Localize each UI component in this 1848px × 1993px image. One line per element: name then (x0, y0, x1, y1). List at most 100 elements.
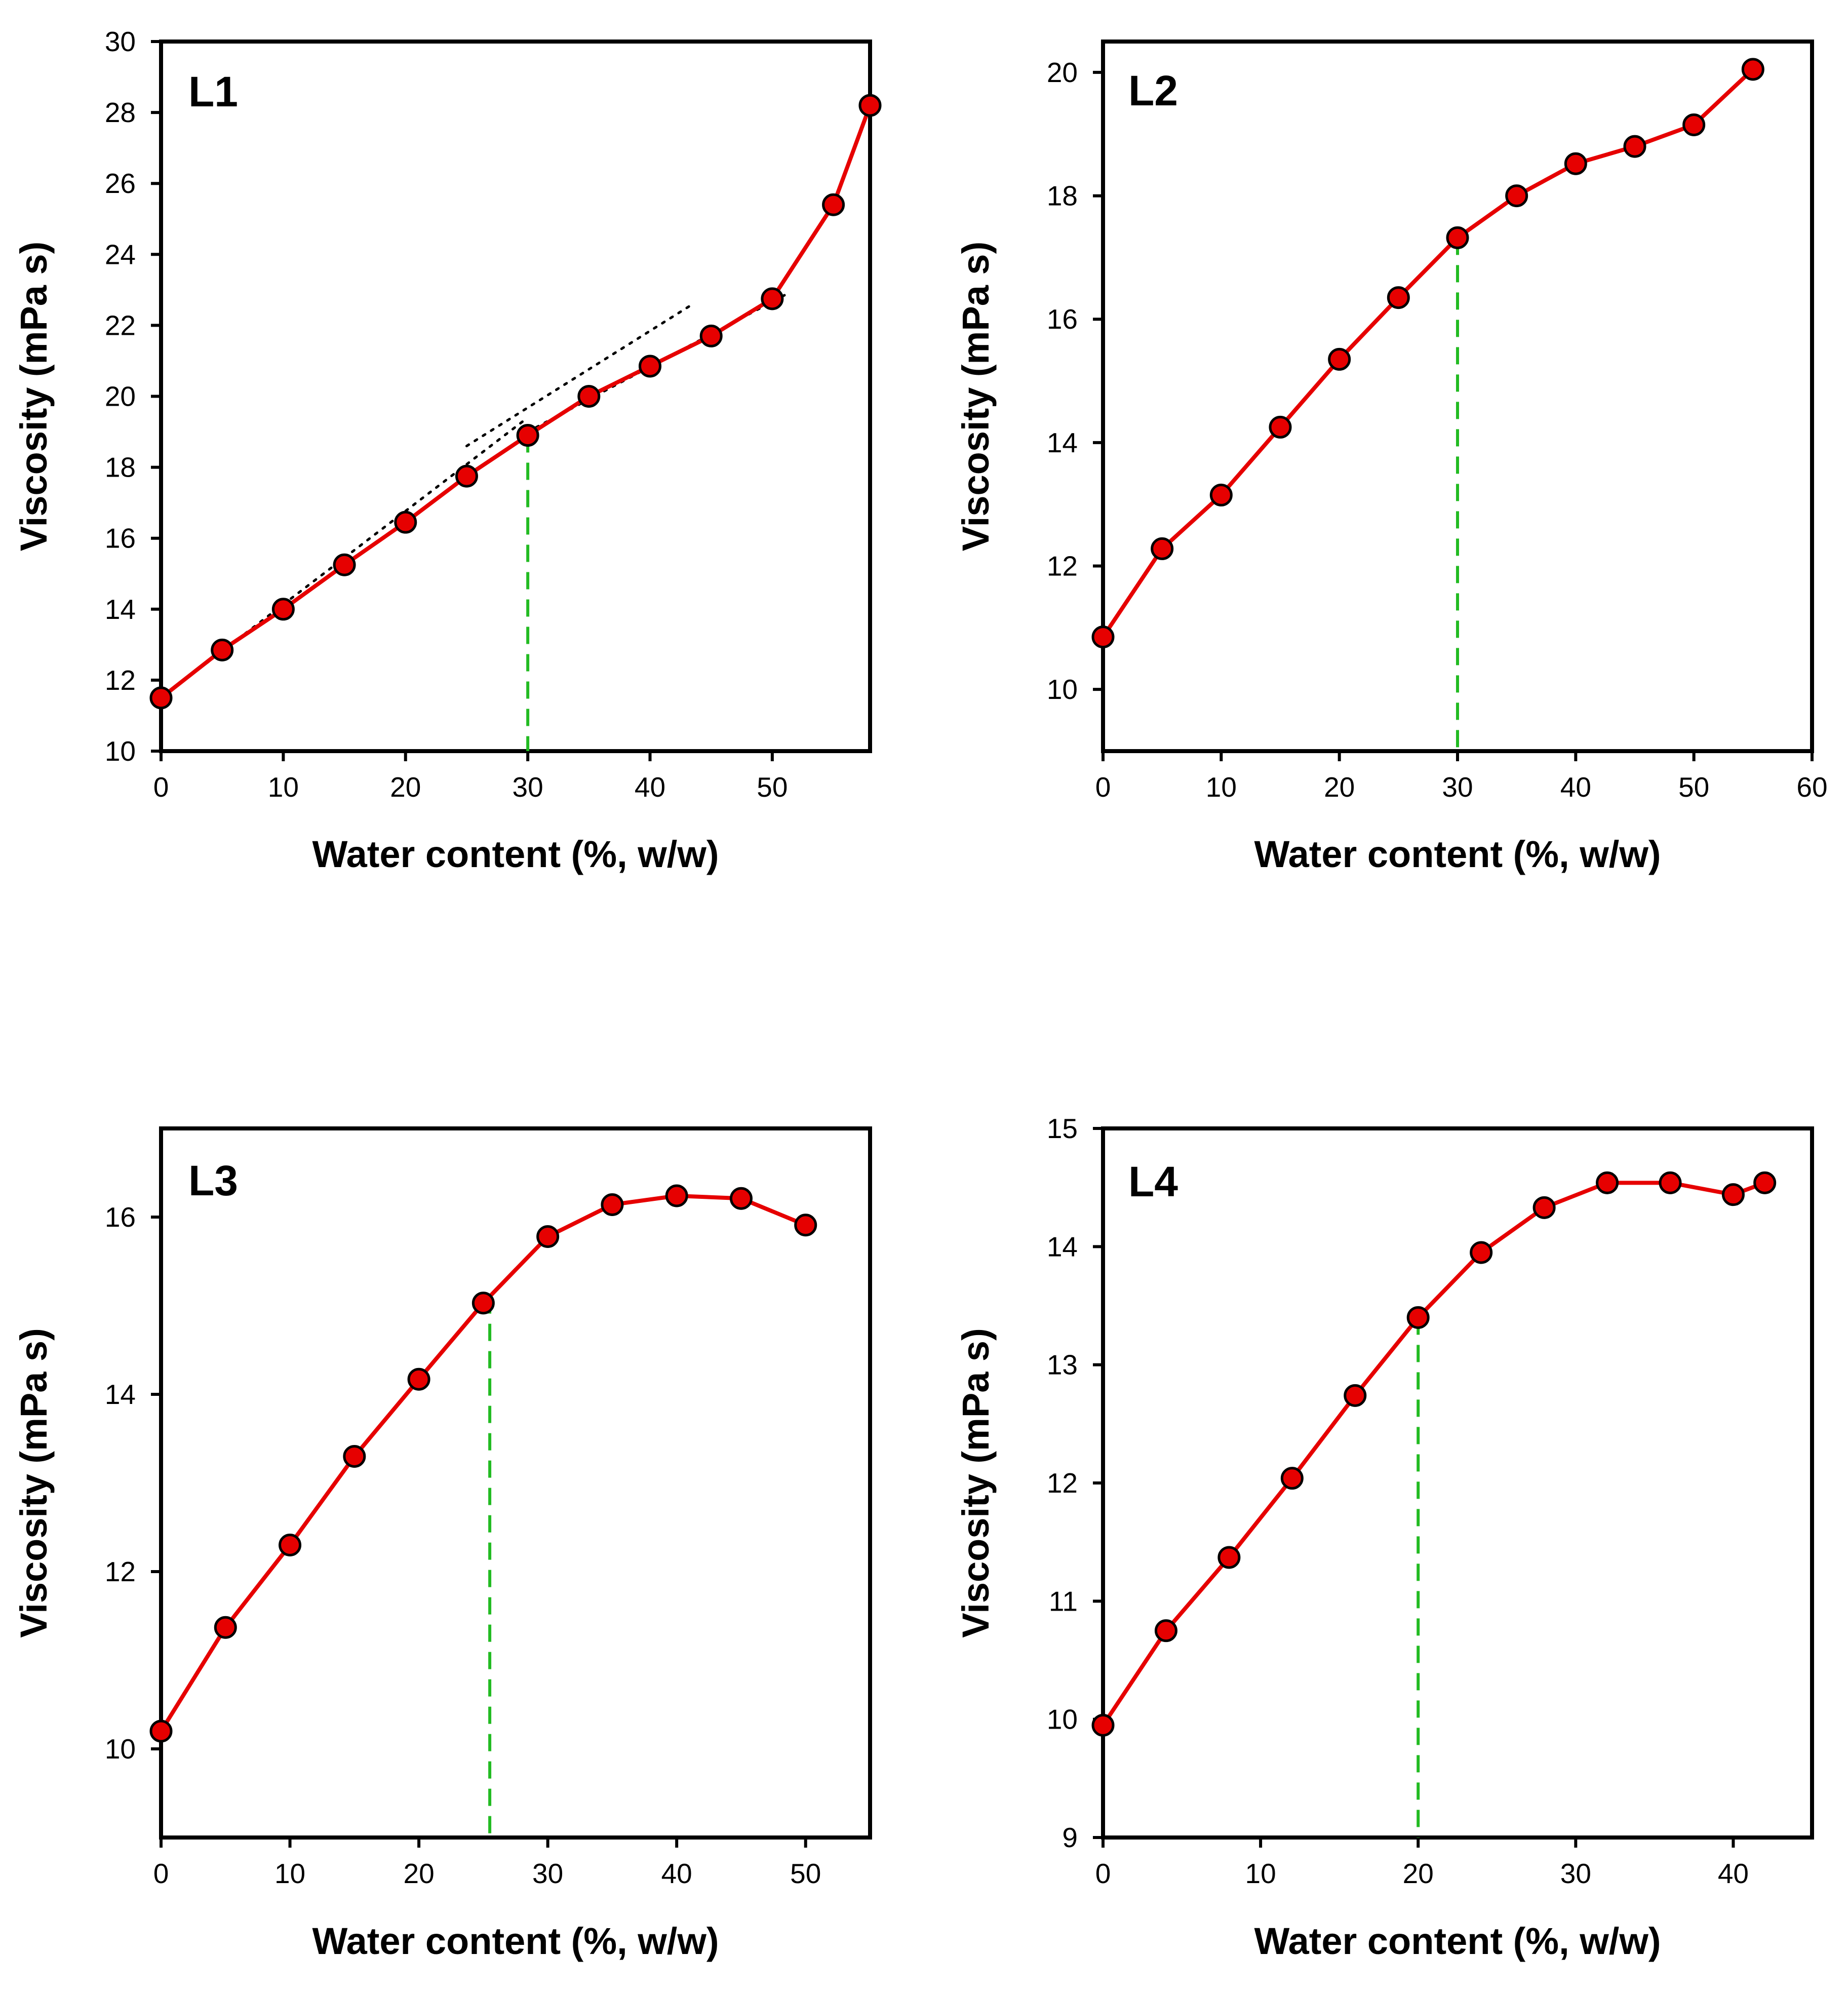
data-point (333, 553, 356, 576)
x-tick-label: 50 (790, 1858, 821, 1889)
y-axis-label: Viscosity (mPa s) (13, 242, 55, 551)
x-tick-label: 60 (1796, 771, 1827, 803)
plot-frame (1101, 1126, 1814, 1840)
y-tick-label: 18 (1047, 180, 1078, 212)
data-point (1328, 347, 1351, 371)
y-tick-label: 28 (105, 97, 136, 128)
data-point (455, 464, 478, 488)
panel-label: L4 (1128, 1158, 1178, 1205)
y-tick-label: 14 (1047, 427, 1078, 458)
data-point (699, 324, 723, 347)
y-tick-label: 16 (1047, 303, 1078, 335)
data-point (343, 1445, 366, 1468)
data-point (1091, 1713, 1115, 1737)
x-tick-label: 20 (1324, 771, 1355, 803)
series-line (160, 104, 872, 700)
data-point (1217, 1546, 1241, 1569)
y-tick-label: 26 (105, 168, 136, 199)
data-point (639, 355, 662, 378)
data-point (1154, 1619, 1177, 1643)
y-tick-label: 22 (105, 309, 136, 341)
x-tick-label: 40 (635, 771, 665, 803)
y-tick-label: 18 (105, 452, 136, 483)
series-line (1101, 1181, 1766, 1727)
y-tick-label: 10 (1047, 674, 1078, 705)
data-point (1446, 226, 1469, 249)
y-tick-label: 24 (105, 239, 136, 270)
panel-l4: 0 10 20 30 40 9 10 11 12 13 14 15 Water content (%, … (955, 1113, 1814, 1962)
panel-label: L1 (188, 68, 238, 115)
plot-frame (159, 40, 872, 753)
x-tick-label: 30 (513, 771, 543, 803)
data-point (214, 1616, 237, 1639)
data-point (536, 1225, 560, 1248)
data-point (858, 94, 882, 117)
panel-label: L2 (1128, 67, 1178, 114)
x-tick-label: 40 (661, 1858, 692, 1889)
y-tick-label: 10 (1047, 1704, 1078, 1735)
plot-frame (1101, 40, 1814, 753)
y-tick-label: 14 (1047, 1231, 1078, 1262)
x-tick-label: 10 (1245, 1858, 1276, 1889)
data-point (794, 1214, 817, 1237)
panel-label: L3 (188, 1157, 238, 1204)
data-point (761, 287, 784, 310)
x-tick-label: 30 (1442, 771, 1473, 803)
series-line (159, 1194, 807, 1733)
data-point (729, 1187, 753, 1210)
x-axis-label: Water content (%, w/w) (1254, 833, 1661, 875)
x-tick-label: 0 (153, 771, 169, 803)
x-tick-label: 10 (268, 771, 299, 803)
data-point (1470, 1241, 1493, 1264)
x-tick-label: 10 (274, 1858, 305, 1889)
data-point (1721, 1183, 1745, 1206)
data-point (1387, 286, 1410, 309)
data-point (1209, 483, 1233, 506)
data-point (471, 1292, 495, 1315)
y-tick-label: 10 (105, 735, 136, 767)
panel-l3: 0 10 20 30 40 50 10 12 14 16 Water content (%, w/w… (13, 1126, 872, 1962)
y-tick-label: 12 (105, 665, 136, 696)
x-tick-label: 40 (1560, 771, 1591, 803)
data-point (1151, 537, 1174, 560)
y-tick-label: 12 (1047, 551, 1078, 582)
panel-l2: 0 10 20 30 40 50 60 10 12 14 16 18 20 Water content (… (955, 40, 1828, 875)
data-point (394, 511, 417, 534)
x-tick-label: 30 (532, 1858, 563, 1889)
trend-line (465, 302, 694, 448)
data-point (1741, 58, 1764, 81)
y-tick-label: 16 (105, 1201, 136, 1233)
x-tick-label: 20 (1403, 1858, 1434, 1889)
data-point (407, 1367, 430, 1391)
y-tick-label: 30 (105, 26, 136, 57)
y-tick-label: 14 (105, 1379, 136, 1410)
y-tick-label: 15 (1047, 1113, 1078, 1144)
x-tick-label: 0 (1095, 1858, 1111, 1889)
data-point (1344, 1384, 1367, 1407)
x-tick-label: 10 (1206, 771, 1237, 803)
data-point (1505, 184, 1528, 208)
y-tick-label: 16 (105, 523, 136, 554)
x-tick-label: 20 (390, 771, 421, 803)
y-tick-label: 9 (1062, 1822, 1078, 1853)
data-point (279, 1534, 302, 1556)
y-axis-label: Viscosity (mPa s) (955, 242, 997, 551)
data-point (1623, 135, 1646, 158)
data-point (516, 424, 539, 447)
y-tick-label: 11 (1049, 1585, 1078, 1617)
data-point (577, 385, 601, 408)
y-axis-label: Viscosity (mPa s) (13, 1328, 55, 1637)
data-point (1269, 415, 1292, 439)
x-axis-label: Water content (%, w/w) (1254, 1920, 1661, 1962)
x-axis-label: Water content (%, w/w) (312, 1920, 719, 1962)
x-tick-label: 40 (1718, 1858, 1749, 1889)
x-tick-label: 0 (1095, 771, 1111, 803)
x-tick-label: 50 (757, 771, 788, 803)
data-point (149, 686, 173, 710)
series-line (1101, 67, 1755, 638)
data-point (601, 1193, 624, 1216)
data-point (1596, 1171, 1619, 1194)
data-point (211, 638, 234, 661)
data-point (1564, 152, 1587, 175)
